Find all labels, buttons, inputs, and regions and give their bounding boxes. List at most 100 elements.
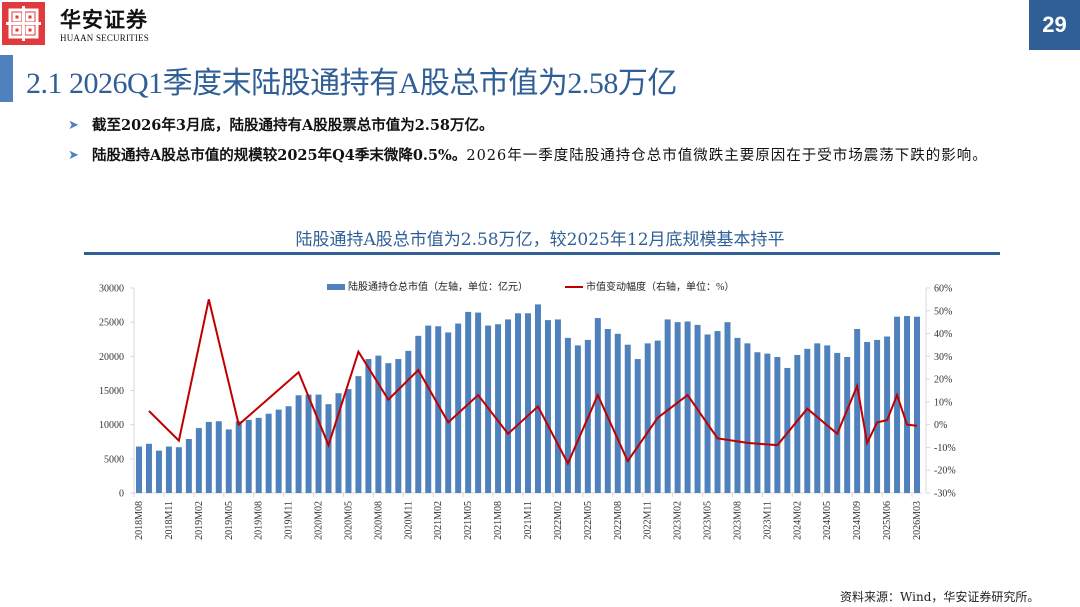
x-tick-label: 2018M08 bbox=[134, 501, 145, 540]
bar bbox=[734, 337, 741, 493]
x-tick-label: 2025M06 bbox=[882, 501, 893, 540]
bar bbox=[285, 406, 292, 493]
bar bbox=[684, 321, 691, 493]
x-tick-label: 2024M09 bbox=[852, 501, 863, 540]
bullet-bold-text: 截至2026年3月底，陆股通持有A股股票总市值为2.58万亿。 bbox=[92, 117, 494, 134]
left-tick-label: 20000 bbox=[99, 352, 124, 363]
bar bbox=[275, 409, 282, 493]
bullet-item: ➤ 陆股通持A股总市值的规模较2025年Q4季末微降0.5%。2026年一季度陆… bbox=[68, 143, 1008, 169]
bar bbox=[465, 311, 472, 493]
right-tick-label: 40% bbox=[934, 329, 952, 340]
legend-bar-swatch bbox=[327, 284, 345, 290]
bar bbox=[664, 319, 671, 493]
bar bbox=[554, 319, 561, 493]
x-tick-label: 2019M08 bbox=[254, 501, 265, 540]
x-tick-label: 2022M08 bbox=[613, 501, 624, 540]
x-tick-label: 2023M05 bbox=[703, 501, 714, 540]
bar bbox=[185, 439, 192, 493]
arrow-bullet-icon: ➤ bbox=[68, 118, 79, 133]
right-tick-label: 20% bbox=[934, 375, 952, 386]
bar bbox=[584, 339, 591, 493]
bar bbox=[205, 421, 212, 493]
x-tick-label: 2024M05 bbox=[822, 501, 833, 540]
huaan-logo bbox=[2, 2, 45, 45]
x-tick-label: 2021M05 bbox=[463, 501, 474, 540]
logo-icon bbox=[2, 2, 45, 45]
bar bbox=[385, 363, 392, 493]
x-tick-label: 2026M03 bbox=[912, 501, 923, 540]
bar bbox=[604, 329, 611, 493]
x-tick-label: 2019M11 bbox=[284, 501, 295, 540]
bar bbox=[744, 343, 751, 493]
pct-change-line bbox=[148, 299, 918, 466]
chart-title-rule bbox=[84, 252, 1000, 255]
bar bbox=[564, 337, 571, 493]
bar bbox=[395, 359, 402, 493]
bar bbox=[495, 324, 502, 493]
bar bbox=[594, 318, 601, 493]
right-tick-label: 0% bbox=[934, 420, 947, 431]
bullet-item: ➤ 截至2026年3月底，陆股通持有A股股票总市值为2.58万亿。 bbox=[68, 113, 1008, 139]
source-note: 资料来源：Wind，华安证券研究所。 bbox=[840, 590, 1040, 604]
right-tick-label: 60% bbox=[934, 284, 952, 295]
bar bbox=[714, 331, 721, 493]
bar bbox=[844, 357, 851, 493]
x-tick-label: 2023M02 bbox=[673, 501, 684, 540]
bar bbox=[864, 341, 871, 493]
brand-name-cn: 华安证券 bbox=[60, 7, 148, 32]
x-tick-label: 2019M05 bbox=[224, 501, 235, 540]
x-tick-label: 2022M02 bbox=[553, 501, 564, 540]
bar bbox=[405, 350, 412, 493]
bar bbox=[544, 320, 551, 493]
bar bbox=[525, 313, 531, 493]
bar bbox=[135, 446, 142, 493]
bar bbox=[235, 421, 242, 493]
bar bbox=[435, 326, 442, 493]
bar bbox=[485, 325, 492, 493]
bar bbox=[804, 348, 811, 493]
bar bbox=[724, 322, 731, 493]
bar bbox=[674, 322, 681, 493]
bar bbox=[505, 319, 512, 493]
bar bbox=[754, 352, 761, 493]
bar bbox=[295, 395, 302, 493]
bar bbox=[315, 394, 322, 493]
bar bbox=[335, 393, 342, 493]
title-accent-bar bbox=[0, 55, 13, 102]
bar bbox=[784, 367, 791, 493]
bar bbox=[145, 443, 152, 493]
right-tick-label: -30% bbox=[934, 489, 956, 500]
bar bbox=[644, 343, 651, 493]
x-tick-label: 2020M02 bbox=[314, 501, 325, 540]
bar bbox=[415, 335, 422, 493]
left-tick-label: 10000 bbox=[99, 420, 124, 431]
bar bbox=[355, 376, 362, 493]
bar bbox=[175, 447, 182, 493]
x-tick-label: 2020M08 bbox=[373, 501, 384, 540]
bar bbox=[455, 323, 462, 493]
bar bbox=[634, 359, 641, 493]
bar bbox=[375, 355, 382, 493]
bar bbox=[215, 421, 222, 493]
right-tick-label: -10% bbox=[934, 443, 956, 454]
bar bbox=[425, 325, 432, 493]
bar bbox=[345, 389, 352, 493]
right-tick-label: 30% bbox=[934, 352, 952, 363]
x-tick-label: 2023M08 bbox=[732, 501, 743, 540]
legend-line-label: 市值变动幅度（右轴，单位：%） bbox=[586, 280, 734, 293]
bar bbox=[694, 324, 701, 493]
x-tick-label: 2024M02 bbox=[792, 501, 803, 540]
bar bbox=[325, 404, 332, 493]
bar bbox=[704, 334, 711, 493]
left-tick-label: 0 bbox=[119, 489, 124, 500]
bar bbox=[764, 353, 771, 493]
left-tick-label: 5000 bbox=[104, 454, 124, 465]
x-tick-label: 2022M05 bbox=[583, 501, 594, 540]
x-tick-label: 2018M11 bbox=[164, 501, 175, 540]
arrow-bullet-icon: ➤ bbox=[68, 148, 79, 163]
right-tick-label: -20% bbox=[934, 466, 956, 477]
bar bbox=[824, 345, 831, 493]
bar bbox=[515, 313, 522, 493]
bar bbox=[475, 312, 482, 493]
bar bbox=[834, 352, 841, 493]
